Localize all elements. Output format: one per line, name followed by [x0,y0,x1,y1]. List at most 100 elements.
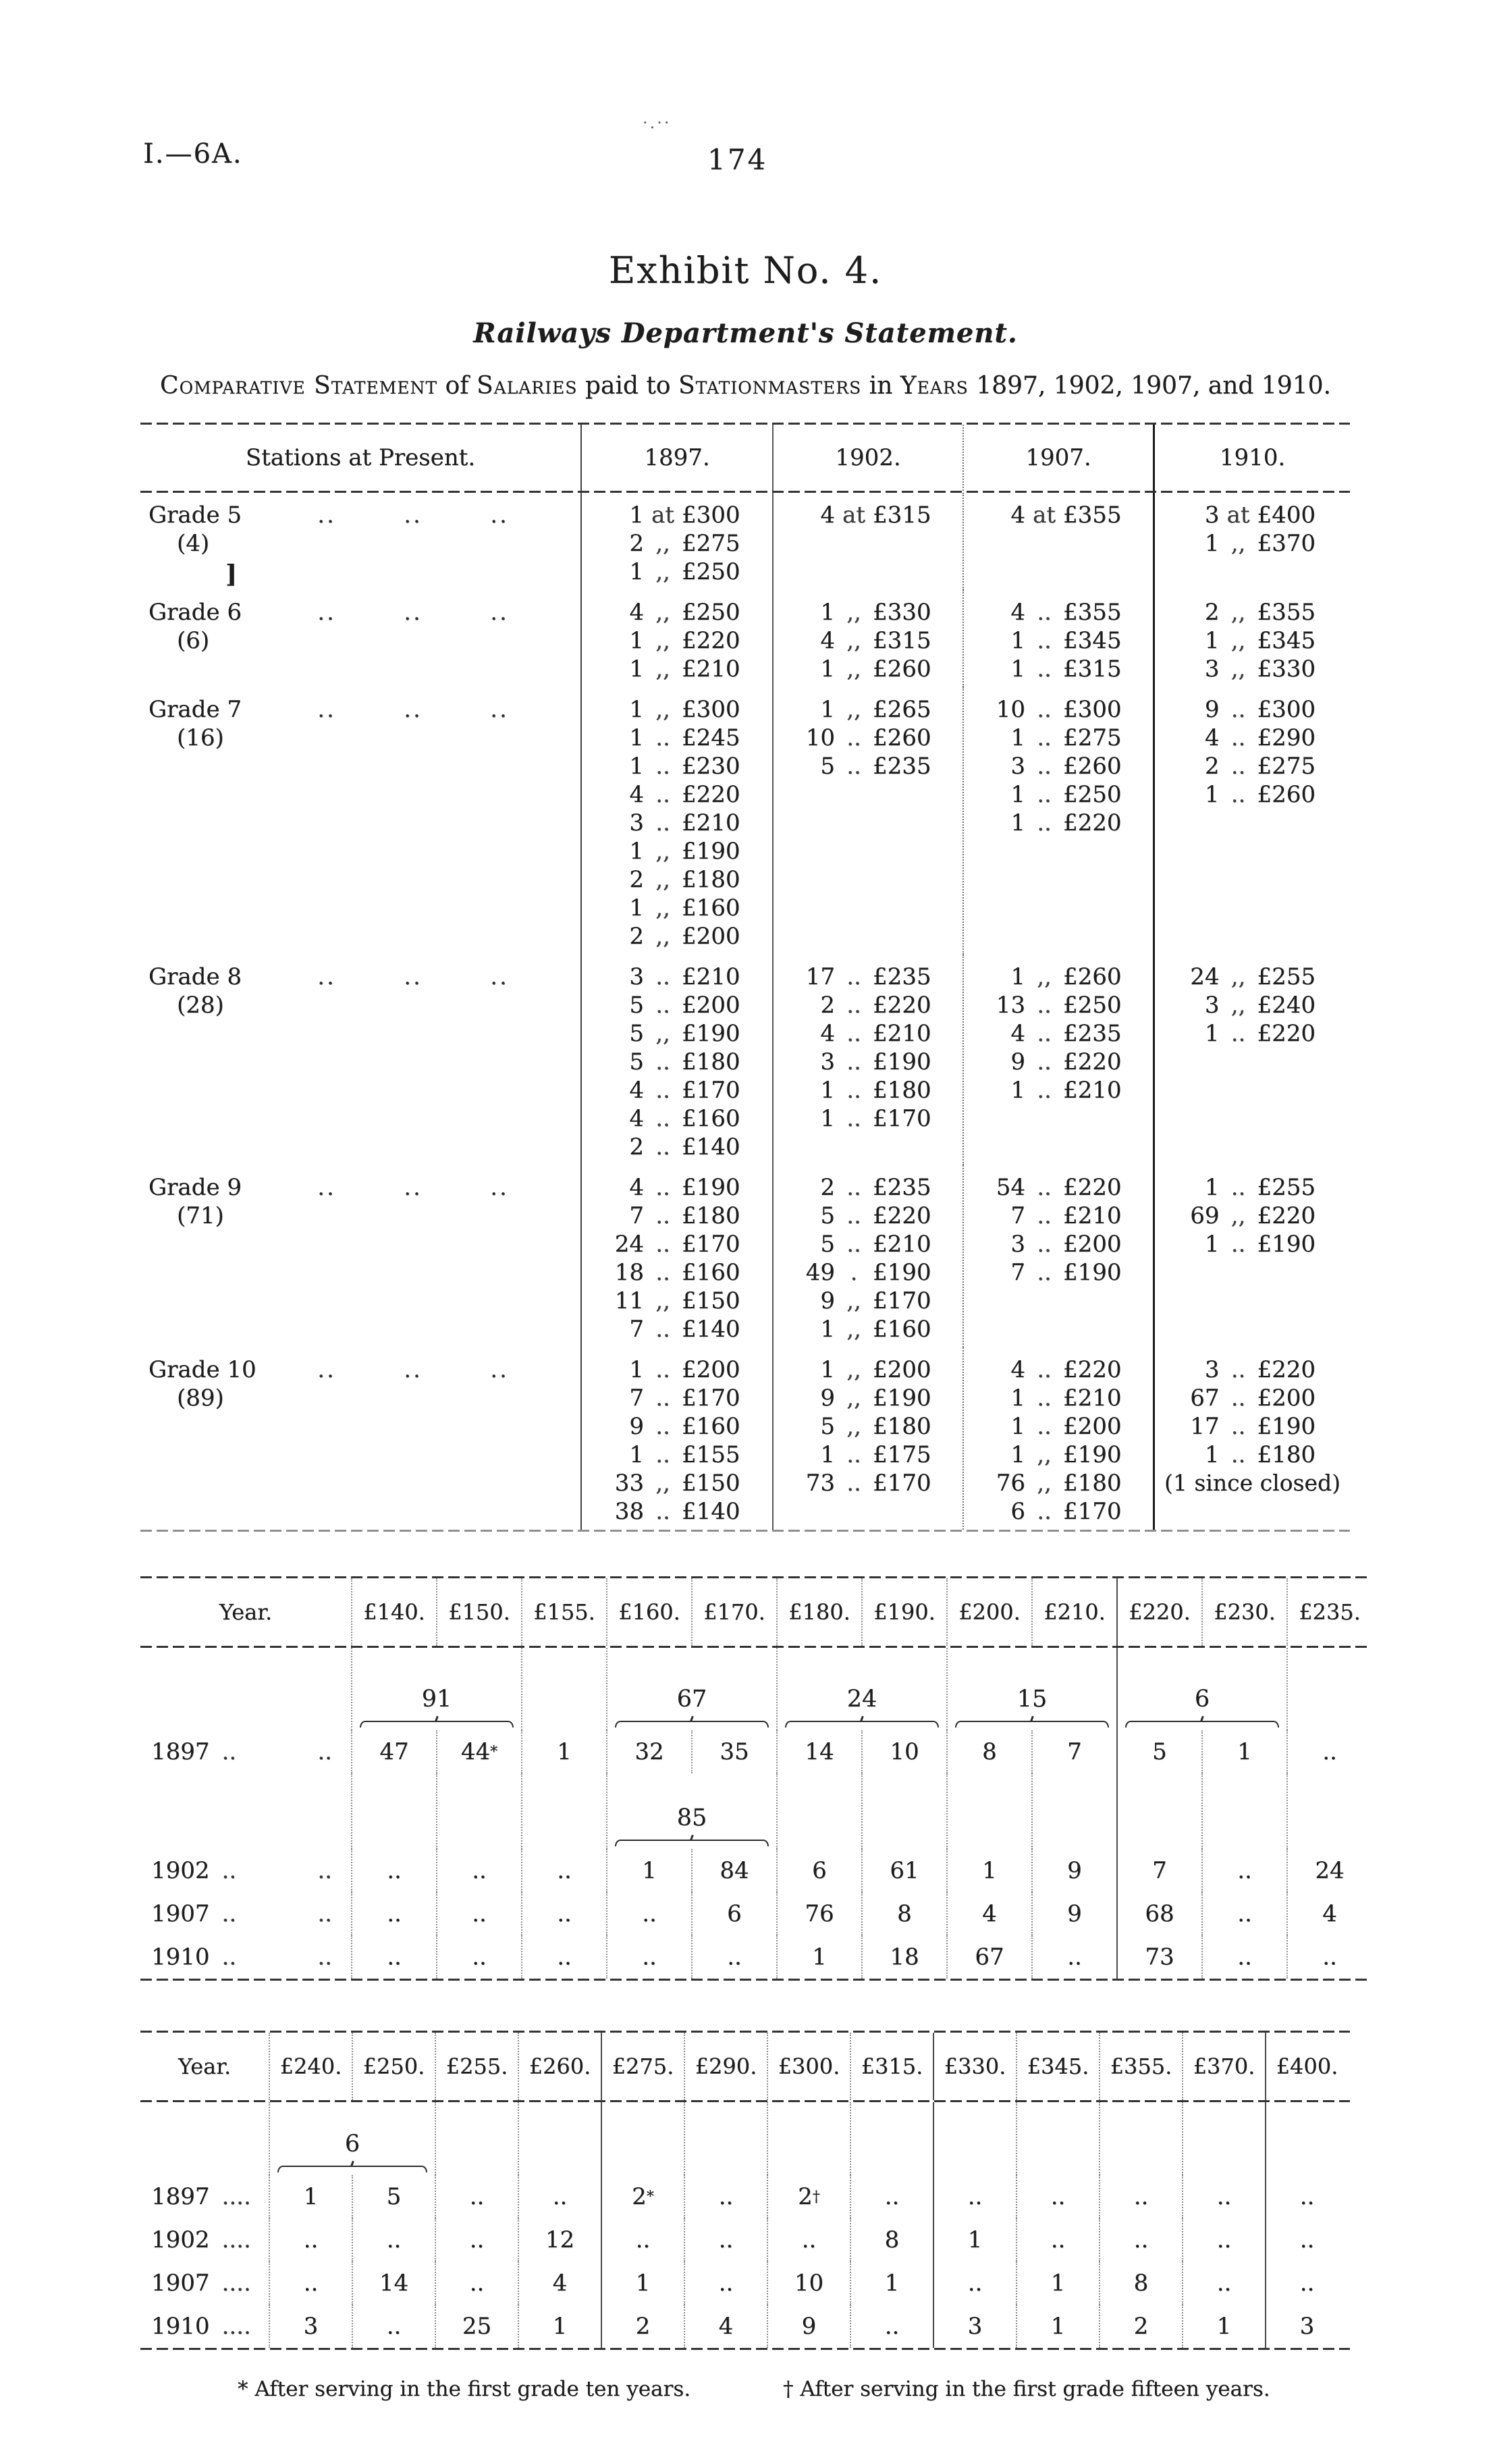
salary-value-cell: .. [1099,2218,1182,2261]
entry-ditto: .. [1230,753,1246,780]
salary-entry: 3.. £260 [973,752,1144,780]
dashed-rule [140,1530,1350,1532]
grade-station-count: (71) [177,1202,224,1229]
group-row-spacer [140,2102,269,2175]
salary-value-cell: 6 [776,1849,861,1892]
year-1902-column-header: 1902. [772,425,963,491]
entry-count: 4 [1010,599,1025,626]
salary-entry: 1.. £220 [1167,1019,1338,1048]
entry-amount: £200 [682,923,740,950]
entry-count: 2 [629,530,644,557]
salary-value-cell: 1 [1016,2305,1099,2348]
salary-column-header: £160. [606,1578,691,1646]
entry-ditto: ,, [655,1287,670,1314]
salary-value-cell: 9 [1031,1892,1116,1935]
dot-leader: .. [317,963,336,990]
entry-ditto: at [842,502,865,529]
salary-value-cell: 7 [1031,1730,1116,1773]
dot-leader: .. [221,2183,237,2210]
entry-amount: £210 [873,1020,931,1047]
entry-ditto: at [1033,502,1056,529]
year-values-cell-1897: 3.. £210 5.. £200 5,, £190 5.. £180 4.. £170 4.. £1… [580,955,772,1165]
statement-heading: Comparative Statement of Salaries paid t… [0,372,1491,400]
entry-count: 1 [1010,1385,1025,1412]
salary-entry: 2,, £275 [591,529,763,558]
salary-entries: 24,, £255 3,, £240 1.. £220 [1155,955,1350,1048]
entry-ditto: ,, [655,696,670,723]
year-values-cell-1902: 1,, £265 10.. £260 5.. £235 [772,687,963,955]
salary-entry: 4.. £220 [973,1356,1144,1384]
entry-count: 1 [1010,809,1025,836]
dot-leader: .. [317,696,336,723]
dot-leader: .. [317,1857,332,1884]
comparative-table-header: Stations at Present. 1897. 1902. 1907. 1… [140,425,1350,491]
year-values-cell-1902: 4 at £315 [772,493,963,590]
salary-value-cell: .. [1286,1935,1372,1979]
salary-value-cell: .. [351,1935,436,1979]
salary-value-cell: 10 [861,1730,946,1773]
entry-amount: £210 [1063,1202,1122,1229]
salary-entry: 5.. £210 [782,1230,954,1258]
salary-entry: 1.. £155 [591,1441,763,1469]
salary-entry: 5.. £180 [591,1048,763,1076]
entry-count: 10 [805,724,835,751]
footnote-dagger: † After serving in the first grade fifte… [783,2377,1270,2401]
entry-ditto: ,, [1230,655,1246,682]
entry-count: 10 [996,696,1025,723]
salary-value-cell: 68 [1116,1892,1201,1935]
dot-leader: .. [490,963,509,990]
entry-amount: £210 [682,809,740,836]
salary-entry: 1.. £180 [782,1076,954,1104]
salary-group-cell: 91 [351,1648,521,1730]
entry-amount: £160 [873,1316,931,1343]
group-row-spacer [1182,2102,1265,2175]
entry-ditto: .. [655,781,670,808]
entry-count: 1 [629,753,644,780]
entry-amount: £170 [682,1231,740,1258]
salary-entry: 4.. £355 [973,598,1144,626]
salary-entries: 1.. £200 7.. £170 9.. £160 1.. £155 33,, £150 38..… [582,1347,772,1526]
entry-amount: £180 [1257,1441,1316,1468]
entry-ditto: .. [1230,1385,1246,1412]
entry-ditto: ,, [1230,1202,1246,1229]
salary-value-cell: 1 [606,1849,691,1892]
entry-amount: £345 [1257,627,1316,654]
entry-ditto: .. [1230,1020,1246,1047]
entry-amount: £190 [1257,1413,1316,1440]
entry-ditto: ,, [1230,963,1246,990]
entry-count: 4 [629,1174,644,1201]
year-column-header: Year. [178,2054,232,2079]
year-values-cell-1897: 4,, £250 1,, £220 1,, £210 [580,590,772,687]
entry-amount: £170 [873,1287,931,1314]
salary-entry: 1,, £200 [782,1356,954,1384]
entry-ditto: .. [1037,753,1052,780]
group-brace [274,2160,431,2172]
entry-amount: £200 [873,1356,931,1383]
low-table-body: 91 67 24 15 6 1897.... 47 44 * 1 32 35 14 10 8 7 5 1.. 85 1… [140,1648,1372,1979]
entry-amount: £235 [873,963,931,990]
salary-entry: 33,, £150 [591,1469,763,1497]
entry-amount: £190 [682,1020,740,1047]
entry-ditto: .. [1037,992,1052,1019]
salary-value-cell: 44 * [436,1730,521,1773]
salary-value-cell: 8 [850,2218,933,2261]
salary-value-cell: .. [521,1849,606,1892]
dot-leader: .. [490,1356,509,1383]
salary-column-header: £400. [1265,2033,1348,2100]
entry-amount: £260 [873,655,931,682]
salary-column-header: £155. [521,1578,606,1646]
entry-count: 3 [629,963,644,990]
salary-entries: 4.. £220 1.. £210 1.. £200 1,, £190 76,, £180 6.. £… [964,1347,1153,1526]
group-row-spacer [933,2102,1016,2175]
salary-entry: 3.. £210 [591,809,763,837]
entry-count: 4 [820,502,835,529]
entry-amount: £275 [1257,753,1316,780]
salary-entry: 2.. £220 [782,991,954,1019]
entry-count: 9 [629,1413,644,1440]
footnote-marker: * [646,2188,654,2205]
dashed-rule [140,491,1350,493]
salary-entry: 4.. £210 [782,1019,954,1048]
entry-count: 17 [1190,1413,1220,1440]
entry-count: 5 [629,1048,644,1075]
dot-leader: .. [317,1944,332,1971]
